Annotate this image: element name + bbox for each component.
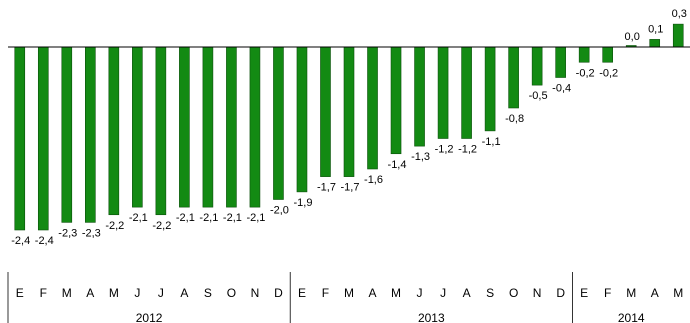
bar [108,46,120,216]
x-tick-label: A [86,286,94,300]
value-labels-group: -2,4 -2,4 -2,3 -2,3 -2,2 -2,1 -2,2 -2,1 -2,1 -2,1… [11,8,687,247]
data-label: -2,1 [199,212,218,224]
data-label: -2,4 [35,235,54,247]
x-tick-label: M [62,286,72,300]
data-label: -2,1 [246,212,265,224]
data-label: -1,1 [482,136,501,148]
x-tick-label: M [626,286,636,300]
x-tick-label: M [109,286,119,300]
bar [555,46,566,78]
year-label: 2012 [136,311,163,323]
data-label: -0,2 [599,67,618,79]
bar [37,46,49,231]
data-label: -2,3 [58,227,77,239]
data-label: -1,2 [435,144,454,156]
x-tick-label: F [322,286,329,300]
x-tick-label: A [369,286,377,300]
year-label: 2014 [618,311,645,323]
data-label: -2,0 [270,205,289,217]
bar [437,46,449,139]
data-label: -1,2 [458,144,477,156]
data-label: -1,3 [411,151,430,163]
bar [249,46,261,208]
data-label: -2,2 [105,220,124,232]
bar [531,46,543,86]
data-label: -1,9 [293,197,312,209]
bar [273,46,284,200]
data-label: -2,1 [129,212,148,224]
bar [179,46,190,208]
x-tick-label: D [556,286,565,300]
bar [226,46,237,208]
x-tick-label: D [274,286,283,300]
year-separators-group [7,272,573,323]
data-label: 0,0 [625,31,640,43]
data-label: -2,4 [11,235,30,247]
x-tick-label: M [344,286,354,300]
bar [484,46,496,132]
bar [343,46,355,177]
x-tick-label: S [486,286,494,300]
x-tick-label: O [227,286,236,300]
bar [320,46,331,177]
bar [367,46,378,170]
data-label: -2,1 [223,212,242,224]
bar [602,46,613,63]
x-tick-label: J [440,286,446,300]
x-tick-label: E [298,286,306,300]
x-tick-label: J [417,286,423,300]
data-label: -2,1 [176,212,195,224]
data-label: 0,1 [648,23,663,35]
x-tick-label: E [16,286,24,300]
data-label: -0,4 [552,83,571,95]
bars-group [14,23,684,231]
bar [61,46,73,223]
x-tick-label: E [580,286,588,300]
data-label: 0,3 [672,8,687,20]
data-label: -0,5 [529,90,548,102]
data-label: -0,2 [576,67,595,79]
bar [390,46,402,155]
bar [414,46,425,147]
x-tick-label: A [463,286,471,300]
x-tick-label: N [533,286,542,300]
x-tick-label: F [604,286,611,300]
year-labels-group: 2012 2013 2014 [136,311,645,323]
bar [85,46,96,223]
data-label: -1,6 [364,174,383,186]
data-label: -1,7 [317,182,336,194]
bar [508,46,519,109]
data-label: -2,2 [152,220,171,232]
bar [578,46,590,63]
bar [461,46,472,139]
data-label: -1,4 [388,159,407,171]
bar [155,46,167,216]
bar [202,46,214,208]
x-tick-label: M [391,286,401,300]
year-label: 2013 [418,311,445,323]
x-tick-label: J [134,286,140,300]
x-tick-label: J [158,286,164,300]
data-label: -0,8 [505,113,524,125]
data-label: -2,3 [82,227,101,239]
bar [132,46,143,208]
x-tick-label: F [40,286,47,300]
bar [296,46,308,193]
bar [649,39,661,48]
x-tick-label: N [251,286,260,300]
bar [672,23,684,48]
x-tick-label: A [180,286,188,300]
data-label: -1,7 [341,182,360,194]
x-tick-label: S [204,286,212,300]
x-tick-label: A [651,286,659,300]
bar [14,46,26,231]
x-tick-label: M [673,286,683,300]
x-tick-label: O [509,286,518,300]
